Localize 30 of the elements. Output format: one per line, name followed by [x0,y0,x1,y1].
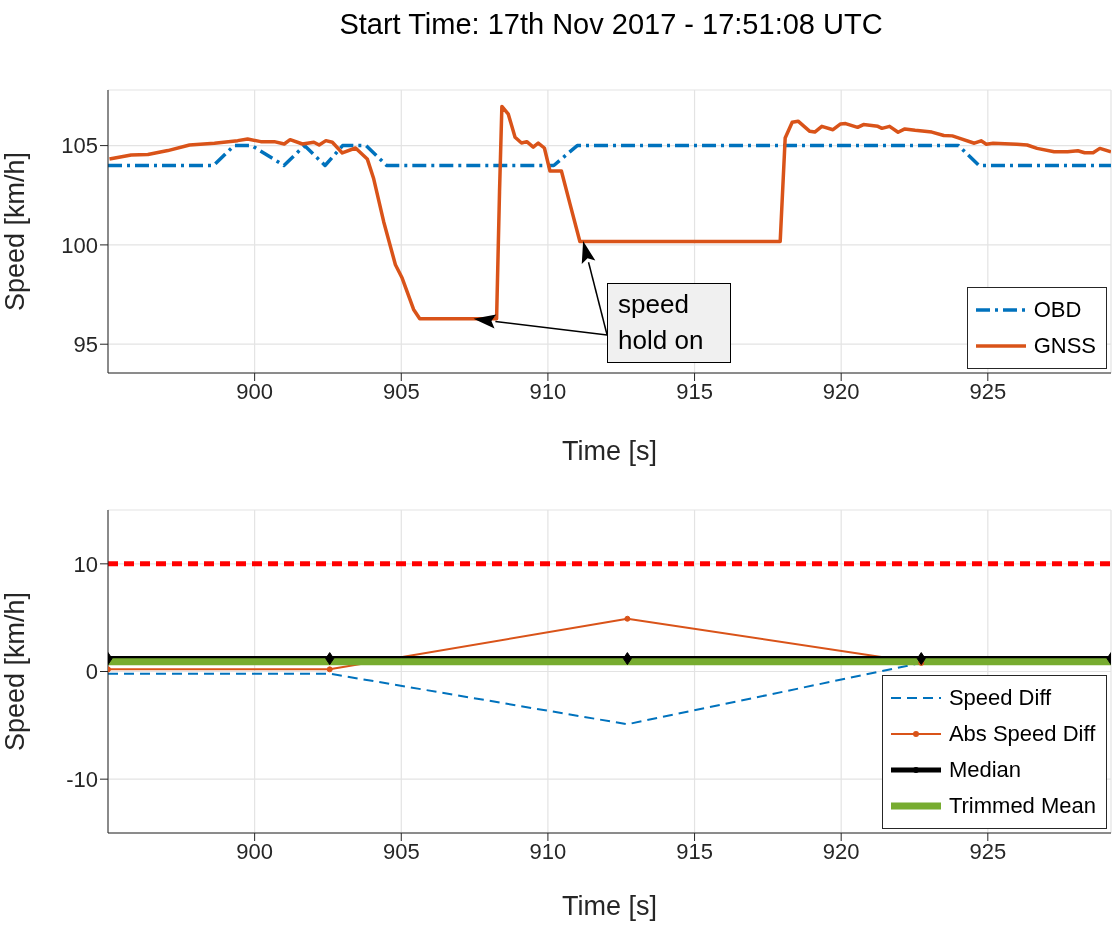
x-tick-label: 915 [676,378,713,404]
x-tick-label: 915 [676,838,713,864]
legend-label: OBD [1033,297,1082,323]
x-tick-label: 905 [382,838,420,864]
legend-label: Trimmed Mean [948,793,1096,819]
chart-title: Start Time: 17th Nov 2017 - 17:51:08 UTC [338,8,884,41]
y-tick-label: 95 [73,332,98,358]
y-tick-label: -10 [66,766,98,792]
legend-label: Median [948,757,1022,783]
x-axis-title: Time [s] [561,891,658,921]
x-tick-label: 900 [236,378,273,404]
y-tick-label: 10 [73,551,98,577]
y-axis-title: Speed [km/h] [0,591,30,752]
y-tick-label: 105 [61,133,98,159]
x-tick-label: 920 [822,838,860,864]
legend-label: Speed Diff [948,685,1052,711]
y-axis-title: Speed [km/h] [0,151,30,312]
annotation: speed hold on [607,283,732,363]
legend-label: GNSS [1033,333,1096,359]
y-tick-label: 0 [85,659,98,685]
y-tick-label: 100 [61,232,98,258]
x-tick-label: 920 [822,378,860,404]
legend-label: Abs Speed Diff [948,721,1096,747]
x-axis-title: Time [s] [561,436,658,466]
x-tick-label: 900 [236,838,273,864]
x-tick-label: 925 [969,378,1007,404]
x-tick-label: 905 [382,378,420,404]
x-tick-label: 910 [529,378,567,404]
x-tick-label: 910 [529,838,567,864]
x-tick-label: 925 [969,838,1007,864]
